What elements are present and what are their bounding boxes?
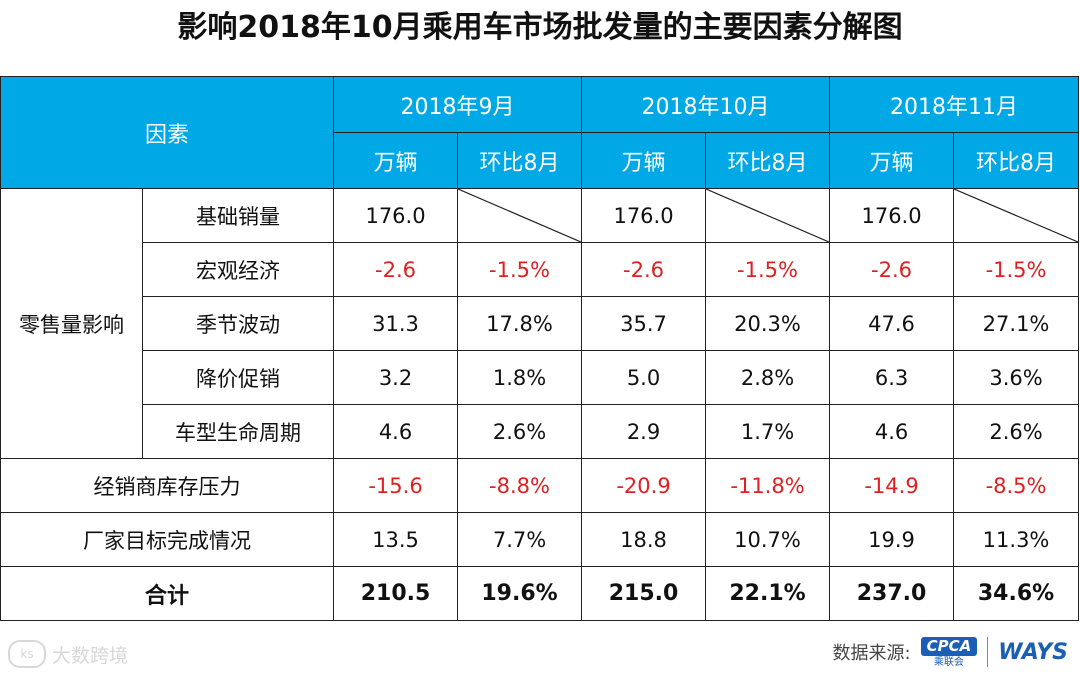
watermark-text: 大数跨境 [52,644,129,667]
value-cell: -20.9 [581,458,707,513]
total-label: 合计 [0,566,335,621]
table-row: 宏观经济 -2.6 -1.5% -2.6 -1.5% -2.6 -1.5% [1,242,1080,297]
table-row: 车型生命周期 4.6 2.6% 2.9 1.7% 4.6 2.6% [1,404,1080,459]
table-row: 降价促销 3.2 1.8% 5.0 2.8% 6.3 3.6% [1,350,1080,405]
row-label: 降价促销 [141,350,335,405]
value-cell: 176.0 [829,188,955,243]
value-cell: -2.6 [333,242,459,297]
cpca-logo: CPCA 乘联会 [920,636,978,668]
value-cell: 2.8% [705,350,831,405]
value-cell: -1.5% [457,242,583,297]
value-cell: 18.8 [581,512,707,567]
value-cell: 17.8% [457,296,583,351]
row-label: 厂家目标完成情况 [0,512,335,567]
table-row: 经销商库存压力 -15.6 -8.8% -20.9 -11.8% -14.9 -… [0,458,1080,513]
value-cell: 1.7% [705,404,831,459]
row-label: 车型生命周期 [141,404,335,459]
value-cell: -14.9 [829,458,955,513]
unit-header: 万辆 [333,132,459,189]
row-label: 基础销量 [141,188,335,243]
month-header: 2018年9月 [333,76,583,133]
watermark: ks 大数跨境 [8,640,128,668]
empty-diagonal-cell [953,188,1080,243]
value-cell: 2.9 [581,404,707,459]
value-cell: 20.3% [705,296,831,351]
value-cell: 19.9 [829,512,955,567]
value-cell: 4.6 [333,404,459,459]
factor-table: 因素 2018年9月 2018年10月 2018年11月 万辆 环比8月 万辆 … [0,76,1080,621]
value-cell: -1.5% [705,242,831,297]
value-cell: 35.7 [581,296,707,351]
ways-logo: WAYS [998,639,1068,665]
value-cell: 4.6 [829,404,955,459]
value-cell: -8.5% [953,458,1080,513]
total-cell: 22.1% [705,566,831,621]
value-cell: 3.6% [953,350,1080,405]
value-cell: 10.7% [705,512,831,567]
value-cell: 176.0 [333,188,459,243]
value-cell: -8.8% [457,458,583,513]
value-cell: -2.6 [581,242,707,297]
value-cell: 27.1% [953,296,1080,351]
value-cell: 3.2 [333,350,459,405]
value-cell: 13.5 [333,512,459,567]
source-credits: 数据来源: CPCA 乘联会 WAYS [833,632,1068,672]
value-cell: -1.5% [953,242,1080,297]
table-row: 厂家目标完成情况 13.5 7.7% 18.8 10.7% 19.9 11.3% [0,512,1080,567]
value-cell: 5.0 [581,350,707,405]
value-cell: 176.0 [581,188,707,243]
mom-header: 环比8月 [705,132,831,189]
empty-diagonal-cell [457,188,583,243]
ks-logo-icon: ks [8,640,46,668]
value-cell: -15.6 [333,458,459,513]
total-cell: 19.6% [457,566,583,621]
mom-header: 环比8月 [457,132,583,189]
value-cell: 11.3% [953,512,1080,567]
cpca-logo-subtext: 乘联会 [933,656,964,668]
value-cell: 2.6% [953,404,1080,459]
total-cell: 215.0 [581,566,707,621]
value-cell: -2.6 [829,242,955,297]
month-header: 2018年11月 [829,76,1080,133]
table-row: 零售量影响 基础销量 176.0 176.0 176.0 [0,188,1080,459]
table-row: 季节波动 31.3 17.8% 35.7 20.3% 47.6 27.1% [1,296,1080,351]
total-cell: 237.0 [829,566,955,621]
value-cell: 1.8% [457,350,583,405]
value-cell: 2.6% [457,404,583,459]
divider [987,637,989,667]
value-cell: 7.7% [457,512,583,567]
mom-header: 环比8月 [953,132,1080,189]
factor-header: 因素 [0,76,335,189]
value-cell: 47.6 [829,296,955,351]
unit-header: 万辆 [581,132,707,189]
total-row: 合计 210.5 19.6% 215.0 22.1% 237.0 34.6% [0,566,1080,621]
total-cell: 210.5 [333,566,459,621]
row-label: 经销商库存压力 [0,458,335,513]
value-cell: 6.3 [829,350,955,405]
row-label: 季节波动 [141,296,335,351]
value-cell: 31.3 [333,296,459,351]
value-cell: -11.8% [705,458,831,513]
month-header: 2018年10月 [581,76,831,133]
row-label: 宏观经济 [141,242,335,297]
total-cell: 34.6% [953,566,1080,621]
unit-header: 万辆 [829,132,955,189]
empty-diagonal-cell [705,188,831,243]
group-label: 零售量影响 [0,188,143,459]
cpca-logo-text: CPCA [920,636,978,656]
page-title: 影响2018年10月乘用车市场批发量的主要因素分解图 [177,10,903,45]
source-label: 数据来源: [832,643,911,664]
